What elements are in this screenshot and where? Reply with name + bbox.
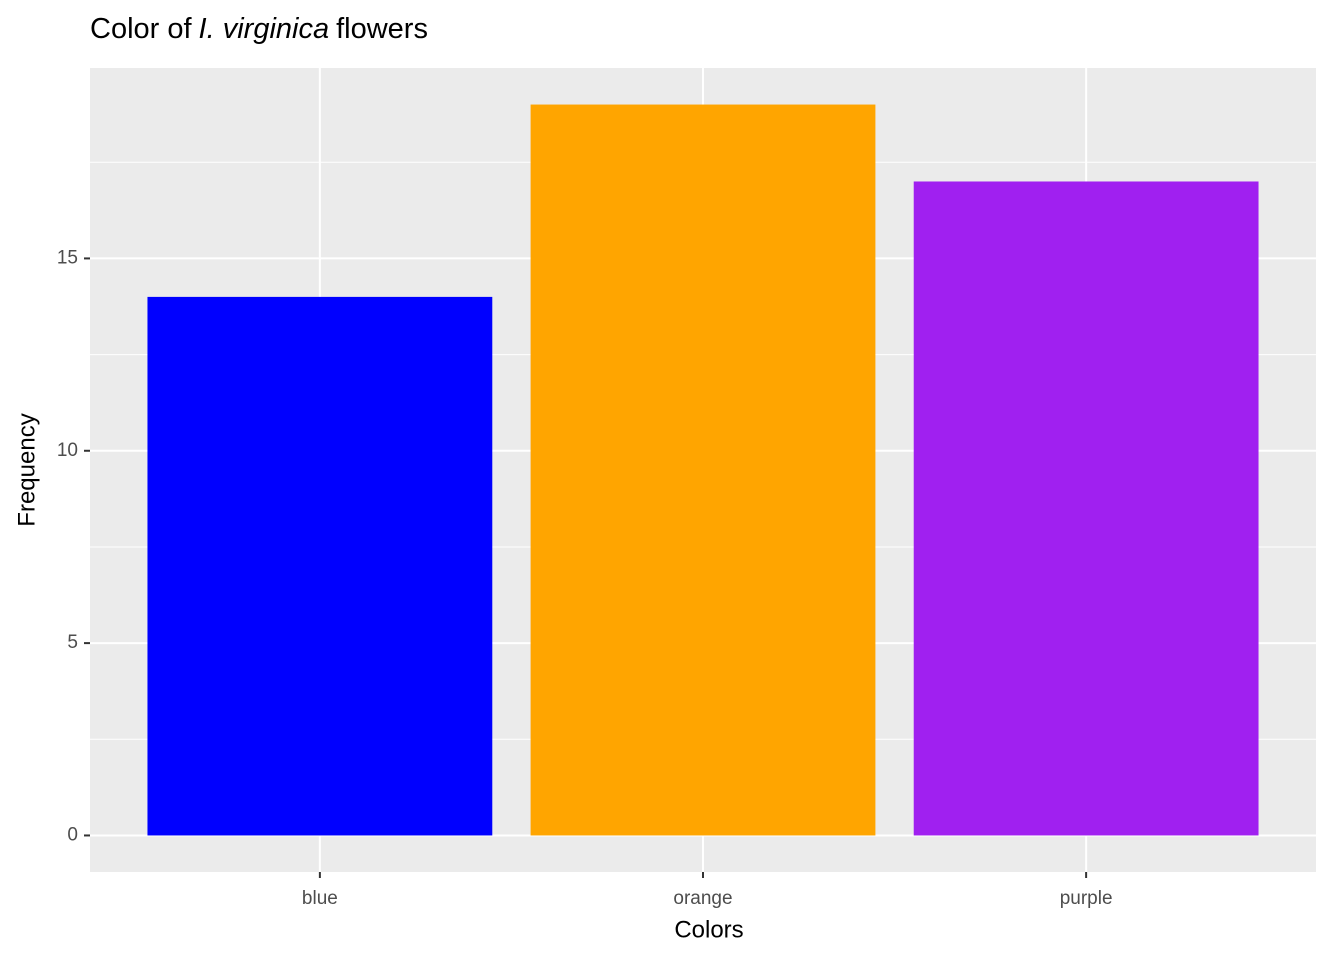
y-axis-title: Frequency xyxy=(13,413,40,526)
title-part: flowers xyxy=(336,13,428,45)
bar xyxy=(530,104,876,836)
x-tick-label: purple xyxy=(1060,888,1113,909)
title-part: I. virginica xyxy=(199,13,330,45)
y-tick-label: 15 xyxy=(57,247,78,268)
bar xyxy=(913,181,1259,836)
x-axis-title: Colors xyxy=(674,916,743,943)
bar xyxy=(147,296,493,836)
y-tick-label: 0 xyxy=(67,824,78,845)
x-tick-label: blue xyxy=(302,888,338,909)
x-tick-label: orange xyxy=(673,888,732,909)
y-tick-label: 10 xyxy=(57,440,78,461)
chart-title: Color of I. virginica flowers xyxy=(90,13,428,45)
y-tick-label: 5 xyxy=(67,632,78,653)
title-part: Color of xyxy=(90,13,192,45)
